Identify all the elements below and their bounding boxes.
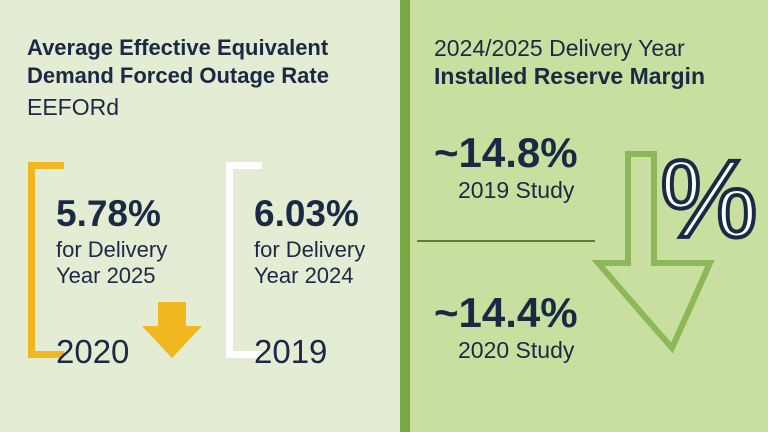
eeford-title-line1: Average Effective Equivalent <box>27 35 329 60</box>
reserve-value-2020: ~14.4% <box>434 289 578 336</box>
delivery-label-2025-line2: Year 2025 <box>56 263 156 288</box>
eeford-title-line2: Demand Forced Outage Rate <box>27 63 329 88</box>
eeford-title: Average Effective Equivalent Demand Forc… <box>27 34 329 90</box>
value-2024: 6.03% <box>254 193 359 234</box>
year-2019: 2019 <box>254 333 328 370</box>
study-label-2020: 2020 Study <box>458 337 575 363</box>
eeford-panel <box>0 0 400 432</box>
eeford-subtitle: EEFORd <box>27 94 120 120</box>
year-2020: 2020 <box>56 333 130 370</box>
percent-icon: % <box>658 138 760 262</box>
reserve-margin-panel <box>410 0 768 432</box>
study-separator <box>417 240 595 242</box>
delivery-label-2025-line1: for Delivery <box>56 237 168 262</box>
study-label-2019: 2019 Study <box>458 177 575 203</box>
down-arrow-icon <box>142 302 202 358</box>
delivery-label-2024-line1: for Delivery <box>254 237 366 262</box>
panel-divider <box>400 0 410 432</box>
yellow-bracket <box>28 162 64 358</box>
value-2025: 5.78% <box>56 193 161 234</box>
white-bracket <box>226 162 262 358</box>
reserve-value-2019: ~14.8% <box>434 129 578 176</box>
reserve-title-line2: Installed Reserve Margin <box>434 63 705 89</box>
percent-down-arrow-icon <box>592 151 715 354</box>
delivery-label-2024-line2: Year 2024 <box>254 263 354 288</box>
reserve-title-line1: 2024/2025 Delivery Year <box>434 35 685 61</box>
